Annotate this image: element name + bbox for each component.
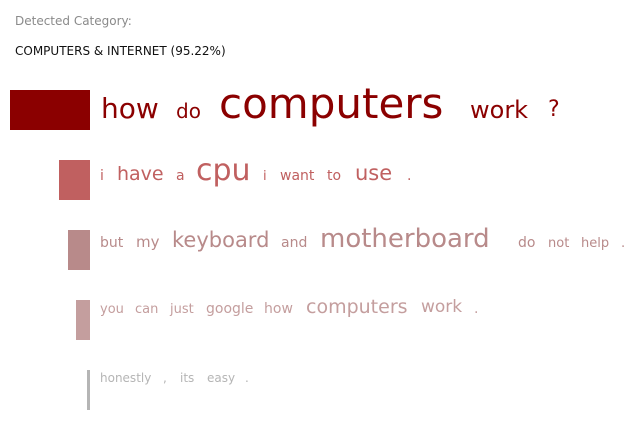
sentence-5-word: . — [245, 371, 249, 386]
sentence-4-word: you — [100, 301, 124, 317]
sentence-3-word: help — [581, 235, 610, 251]
sentence-4-word: can — [135, 301, 159, 317]
category-value: COMPUTERS & INTERNET (95.22%) — [15, 44, 226, 58]
sentence-4-word: google — [206, 300, 254, 317]
sentence-4-word: . — [474, 300, 479, 317]
sentence-3-word: my — [136, 233, 160, 251]
sentence-3-word: and — [281, 234, 308, 251]
sentence-bar-2 — [59, 160, 90, 200]
sentence-2-word: i — [263, 168, 267, 184]
sentence-bar-5 — [87, 370, 90, 410]
sentence-3-word: motherboard — [320, 224, 490, 255]
sentence-2-word: use — [355, 161, 393, 186]
sentence-3-word: not — [548, 235, 570, 251]
sentence-4-word: work — [421, 297, 463, 318]
sentence-2-word: want — [280, 167, 315, 184]
sentence-1-word: ? — [548, 97, 560, 123]
category-label: Detected Category: — [15, 14, 132, 28]
sentence-2-word: a — [176, 167, 185, 184]
sentence-5-word: honestly — [100, 371, 152, 386]
sentence-1-word: how — [101, 91, 159, 125]
sentence-bar-1 — [10, 90, 90, 130]
sentence-1-word: do — [176, 99, 201, 123]
sentence-bar-4 — [76, 300, 90, 340]
sentence-2-word: have — [117, 162, 164, 185]
sentence-2-word: i — [100, 167, 104, 184]
sentence-1-word: work — [470, 95, 529, 124]
sentence-1-word: computers — [219, 79, 444, 129]
sentence-2-word: cpu — [196, 153, 251, 188]
sentence-3-word: do — [518, 234, 536, 251]
sentence-3-word: keyboard — [172, 228, 270, 253]
sentence-3-word: . — [621, 235, 626, 251]
sentence-2-word: to — [327, 167, 342, 184]
sentence-bar-3 — [68, 230, 90, 270]
sentence-4-word: computers — [306, 295, 408, 318]
sentence-5-word: , — [163, 371, 167, 386]
sentence-2-word: . — [407, 167, 412, 184]
sentence-4-word: how — [264, 300, 293, 317]
sentence-3-word: but — [100, 234, 124, 251]
sentence-5-word: easy — [207, 371, 236, 386]
sentence-5-word: its — [180, 371, 195, 386]
sentence-4-word: just — [170, 301, 194, 317]
